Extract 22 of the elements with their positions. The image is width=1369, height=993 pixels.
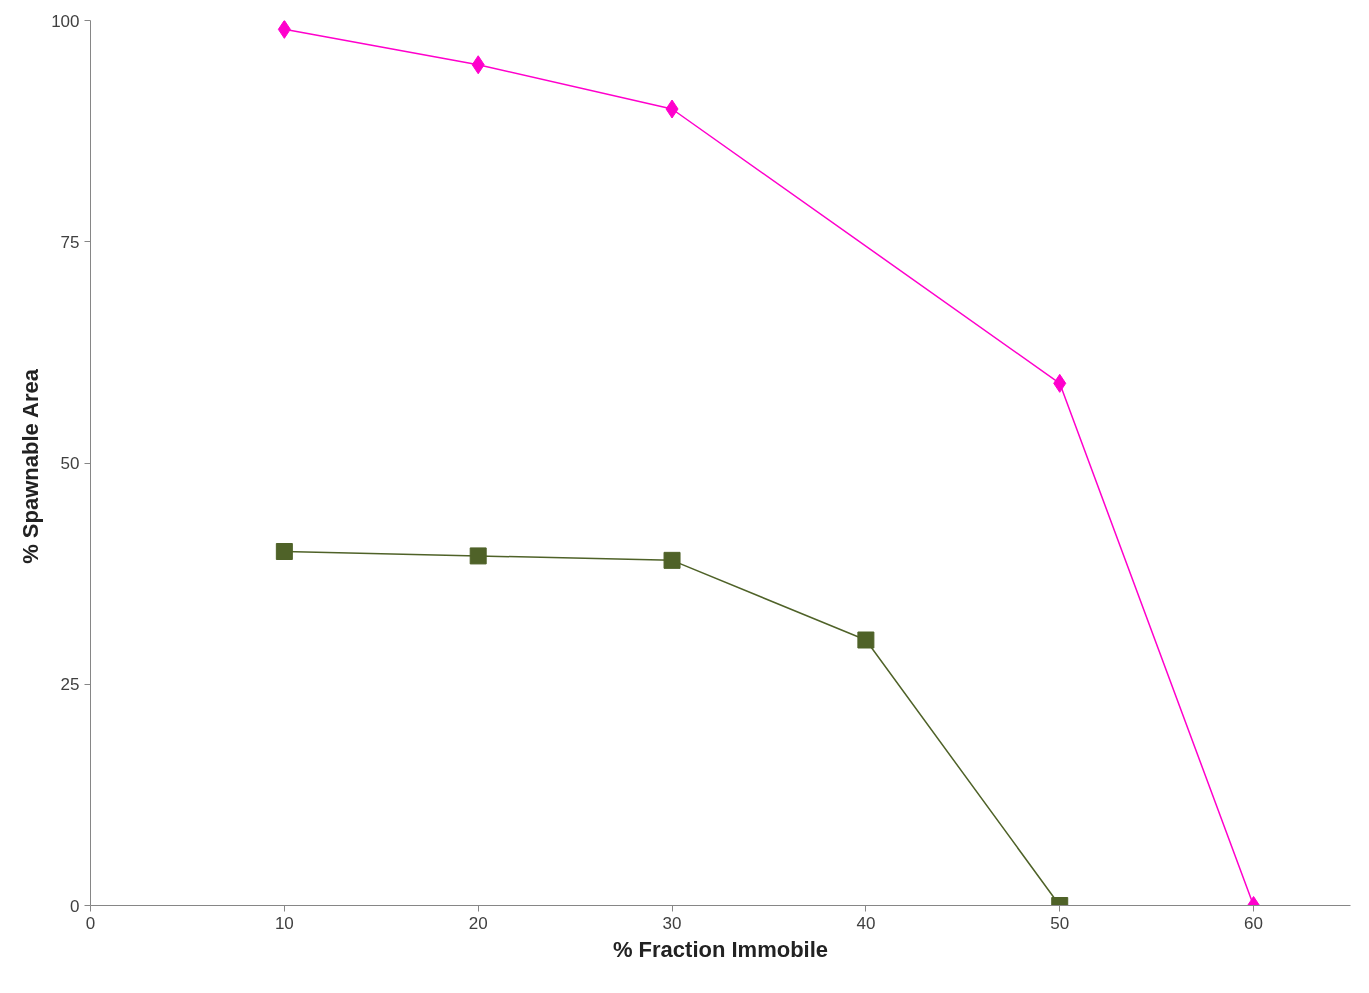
y-tick-label: 50 [60, 454, 80, 473]
y-tick-label: 100 [51, 11, 80, 31]
x-tick-label: 0 [85, 913, 96, 933]
y-tick-label: 0 [70, 896, 80, 916]
x-tick-label: 50 [1050, 913, 1070, 933]
y-tick-label: 75 [60, 232, 80, 252]
y-axis-title: % Spawnable Area [18, 368, 44, 564]
point [857, 631, 875, 649]
x-axis-title: % Fraction Immobile [612, 936, 829, 962]
point [665, 99, 679, 119]
y-tick-label: 25 [60, 675, 80, 695]
point [469, 547, 487, 565]
point [1053, 373, 1067, 393]
point [277, 20, 291, 39]
x-tick-label: 30 [662, 913, 682, 933]
point [471, 55, 485, 75]
x-tick-label: 10 [274, 913, 294, 933]
point [275, 543, 293, 560]
point [663, 551, 681, 569]
x-tick-label: 60 [1244, 913, 1264, 933]
x-tick-label: 40 [856, 913, 876, 933]
x-tick-label: 20 [468, 913, 488, 933]
